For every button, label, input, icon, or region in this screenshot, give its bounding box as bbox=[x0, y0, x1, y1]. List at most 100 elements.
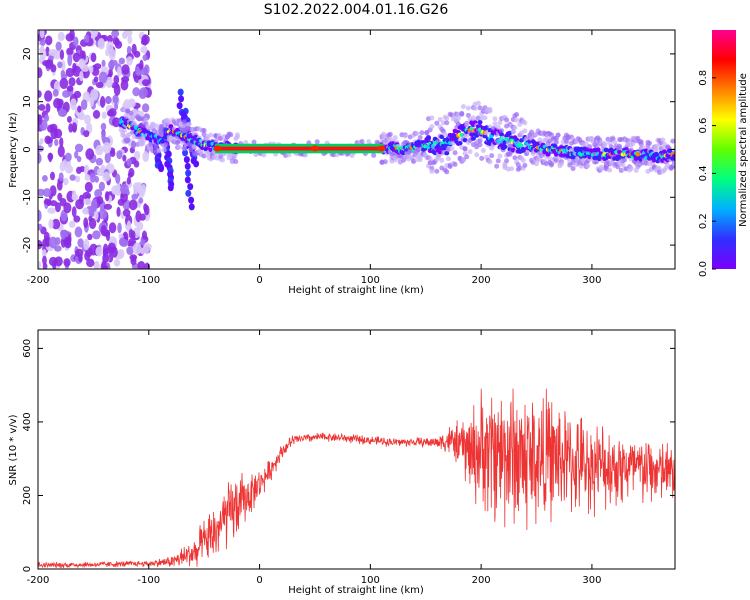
ridge-halo bbox=[520, 157, 526, 163]
noise-blob bbox=[57, 192, 63, 202]
dispersion-blob bbox=[182, 149, 189, 157]
noise-blob bbox=[74, 226, 83, 238]
noise-blob bbox=[84, 114, 91, 125]
noise-blob bbox=[104, 96, 112, 104]
ridge-halo bbox=[402, 133, 408, 139]
ridge-halo bbox=[477, 105, 483, 111]
noise-blob bbox=[95, 157, 104, 166]
noise-blob bbox=[74, 175, 81, 183]
noise-blob bbox=[67, 54, 73, 67]
ridge-band bbox=[470, 136, 476, 141]
ridge-halo bbox=[465, 112, 471, 118]
noise-blob bbox=[76, 155, 82, 163]
x-tick-label: 0 bbox=[256, 575, 262, 586]
colorbar-tick-label: 0.8 bbox=[698, 70, 709, 86]
ridge-halo bbox=[510, 129, 516, 135]
noise-blob bbox=[39, 46, 45, 54]
y-tick-label: 0 bbox=[22, 146, 33, 152]
noise-blob bbox=[90, 88, 99, 101]
x-tick-label: -100 bbox=[137, 275, 160, 286]
ridge-halo bbox=[638, 139, 644, 145]
ridge-halo bbox=[444, 115, 450, 121]
noise-blob bbox=[77, 105, 82, 113]
ridge-halo bbox=[529, 129, 535, 135]
spectrogram-marks bbox=[38, 30, 675, 269]
ridge-halo bbox=[429, 115, 435, 121]
x-tick-label: 0 bbox=[256, 275, 262, 286]
colorbar-ticks: 0.0 0.2 0.4 0.6 0.8 bbox=[698, 70, 716, 277]
ridge-halo bbox=[628, 165, 634, 171]
noise-blob bbox=[78, 253, 83, 263]
noise-blob bbox=[38, 261, 42, 269]
noise-blob bbox=[126, 56, 133, 66]
noise-blob bbox=[83, 238, 90, 251]
ridge-halo bbox=[480, 148, 486, 154]
ridge-halo bbox=[495, 158, 501, 164]
ridge-halo bbox=[671, 161, 675, 167]
ridge-halo bbox=[472, 105, 478, 111]
noise-blob bbox=[74, 150, 79, 159]
colorbar: 0.0 0.2 0.4 0.6 0.8 Normalized spectral ampl… bbox=[698, 30, 749, 277]
noise-blob bbox=[142, 243, 150, 254]
dispersion-blob bbox=[176, 102, 183, 110]
noise-blob bbox=[78, 58, 86, 69]
noise-blob bbox=[91, 67, 100, 76]
noise-blob bbox=[65, 67, 75, 78]
noise-blob bbox=[79, 70, 84, 82]
ridge-halo bbox=[459, 111, 465, 117]
noise-blob bbox=[42, 255, 47, 265]
noise-blob bbox=[53, 245, 62, 252]
ridge-halo bbox=[465, 105, 471, 111]
ridge-halo bbox=[630, 141, 636, 147]
noise-blob bbox=[106, 109, 115, 117]
noise-blob bbox=[95, 81, 104, 89]
noise-blob bbox=[108, 60, 115, 70]
ridge-halo bbox=[452, 150, 458, 156]
noise-blob bbox=[141, 103, 150, 113]
noise-blob bbox=[68, 220, 76, 228]
ridge-band bbox=[477, 119, 483, 125]
noise-blob bbox=[107, 242, 116, 253]
ridge-halo bbox=[442, 132, 448, 138]
ridge-band bbox=[671, 153, 675, 159]
noise-blob bbox=[116, 181, 121, 193]
ridge-halo bbox=[359, 138, 365, 144]
ridge-halo bbox=[181, 119, 187, 125]
ridge-halo bbox=[434, 168, 440, 174]
ridge-halo bbox=[427, 156, 433, 162]
noise-blob bbox=[118, 237, 126, 247]
noise-blob bbox=[130, 230, 136, 240]
noise-blob bbox=[115, 173, 121, 184]
noise-blob bbox=[112, 94, 119, 104]
noise-blob bbox=[142, 54, 148, 61]
ridge-halo bbox=[464, 122, 470, 128]
spectrogram-x-axis-label: Height of straight line (km) bbox=[288, 285, 424, 296]
noise-blob bbox=[94, 189, 103, 198]
noise-blob bbox=[80, 99, 88, 111]
ridge-halo bbox=[401, 157, 407, 163]
noise-blob bbox=[57, 145, 65, 158]
noise-blob bbox=[59, 49, 65, 61]
noise-blob bbox=[117, 222, 122, 234]
snr-y-axis-label: SNR (10 * v/v) bbox=[8, 414, 19, 485]
ridge-halo bbox=[514, 112, 520, 118]
ridge-halo bbox=[504, 158, 510, 164]
ridge-halo bbox=[487, 159, 493, 165]
noise-blob bbox=[71, 122, 78, 133]
noise-blob bbox=[93, 76, 99, 83]
noise-blob bbox=[141, 230, 148, 240]
ridge-halo bbox=[499, 128, 505, 134]
noise-blob bbox=[55, 41, 62, 51]
y-tick-label: -10 bbox=[22, 189, 33, 205]
noise-blob bbox=[38, 67, 43, 78]
dispersion-blob bbox=[178, 95, 185, 103]
spectrogram-y-axis-label: Frequency (Hz) bbox=[8, 112, 19, 188]
noise-blob bbox=[102, 253, 110, 263]
colorbar-label: Normalized spectral amplitude bbox=[738, 73, 749, 227]
ridge-band bbox=[595, 147, 601, 152]
ridge-halo bbox=[460, 104, 466, 110]
noise-blob bbox=[126, 158, 132, 166]
ridge-halo bbox=[382, 159, 388, 165]
noise-blob bbox=[109, 150, 116, 157]
noise-blob bbox=[54, 139, 59, 146]
